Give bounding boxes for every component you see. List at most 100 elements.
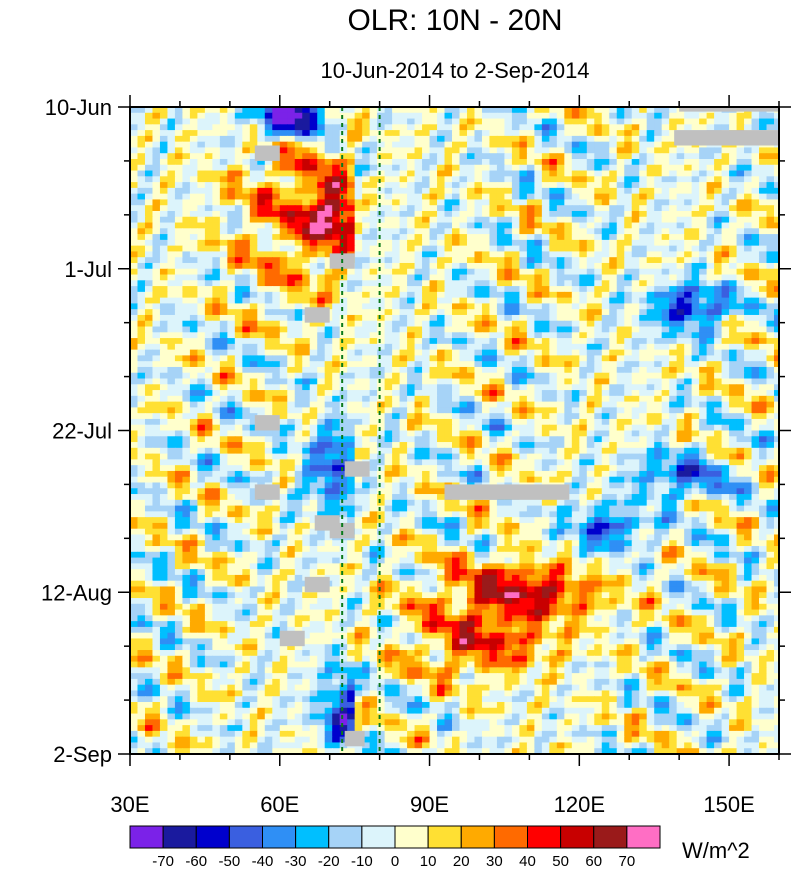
field-cell [579, 239, 588, 247]
field-cell [204, 395, 213, 403]
field-cell [759, 158, 768, 166]
field-cell [556, 395, 565, 403]
field-cell [347, 280, 356, 287]
field-cell [609, 135, 618, 143]
field-cell [699, 349, 708, 357]
field-cell [459, 378, 468, 385]
field-cell [392, 210, 401, 218]
field-cell [287, 210, 296, 218]
field-cell [234, 338, 243, 345]
field-cell [257, 436, 266, 443]
field-cell [684, 395, 693, 403]
field-cell [399, 436, 408, 443]
field-cell [579, 297, 588, 305]
field-cell [639, 395, 648, 403]
field-cell [541, 147, 550, 154]
field-cell [616, 401, 625, 408]
field-cell [736, 274, 745, 281]
field-cell [444, 124, 453, 131]
field-cell [526, 141, 535, 149]
field-cell [414, 390, 423, 397]
field-cell [287, 153, 296, 160]
field-cell [631, 222, 640, 229]
field-cell [137, 378, 146, 385]
field-cell [212, 286, 221, 293]
field-cell [189, 349, 198, 357]
field-cell [459, 107, 468, 114]
field-cell [234, 170, 243, 177]
field-cell [242, 326, 251, 333]
field-cell [144, 332, 154, 339]
field-cell [609, 205, 618, 212]
field-cell [317, 378, 326, 385]
field-cell [534, 234, 543, 241]
field-cell [526, 118, 535, 125]
field-cell [257, 234, 266, 241]
field-cell [624, 135, 633, 143]
field-cell [571, 205, 580, 212]
field-cell [414, 320, 423, 328]
field-cell [144, 430, 154, 437]
field-cell [189, 130, 198, 137]
field-cell [459, 297, 468, 305]
field-cell [616, 135, 625, 143]
field-cell [317, 326, 326, 333]
field-cell [317, 164, 326, 172]
field-cell [706, 147, 715, 154]
field-cell [609, 395, 618, 403]
field-cell [549, 222, 558, 229]
field-cell [534, 187, 543, 195]
field-cell [699, 326, 708, 333]
field-cell [264, 245, 273, 253]
field-cell [496, 378, 506, 385]
field-cell [541, 430, 550, 437]
field-cell [684, 303, 693, 310]
field-cell [392, 430, 401, 437]
field-cell [287, 326, 296, 333]
field-cell [609, 332, 618, 339]
field-cell [167, 245, 176, 253]
field-cell [219, 112, 228, 120]
field-cell [174, 314, 184, 322]
field-cell [257, 210, 266, 218]
field-cell [130, 372, 139, 380]
field-cell [496, 147, 506, 154]
field-cell [481, 303, 491, 310]
field-cell [279, 222, 288, 229]
field-cell [691, 390, 700, 397]
field-cell [204, 291, 213, 299]
field-cell [759, 216, 768, 224]
field-cell [699, 199, 708, 206]
field-cell [257, 274, 266, 281]
field-cell [407, 314, 416, 322]
field-cell [294, 349, 303, 357]
field-cell [189, 413, 198, 420]
field-cell [279, 193, 288, 201]
field-cell [676, 257, 685, 264]
field-cell [167, 182, 176, 189]
field-cell [459, 326, 468, 333]
field-cell [496, 314, 506, 322]
field-cell [556, 274, 565, 281]
field-cell [264, 228, 273, 235]
field-cell [736, 216, 745, 224]
field-cell [182, 349, 191, 357]
field-cell [579, 303, 588, 310]
field-cell [279, 309, 288, 316]
field-cell [324, 390, 333, 397]
field-cell [384, 309, 393, 316]
field-cell [631, 309, 640, 316]
field-cell [182, 147, 191, 154]
field-cell [234, 187, 243, 195]
field-cell [294, 210, 303, 218]
field-cell [594, 205, 603, 212]
field-cell [459, 187, 468, 195]
field-cell [287, 424, 296, 432]
field-cell [174, 228, 184, 235]
field-cell [137, 418, 146, 426]
field-cell [234, 291, 243, 299]
field-cell [384, 430, 393, 437]
field-cell [347, 424, 356, 432]
field-cell [324, 187, 333, 195]
field-cell [189, 303, 198, 310]
